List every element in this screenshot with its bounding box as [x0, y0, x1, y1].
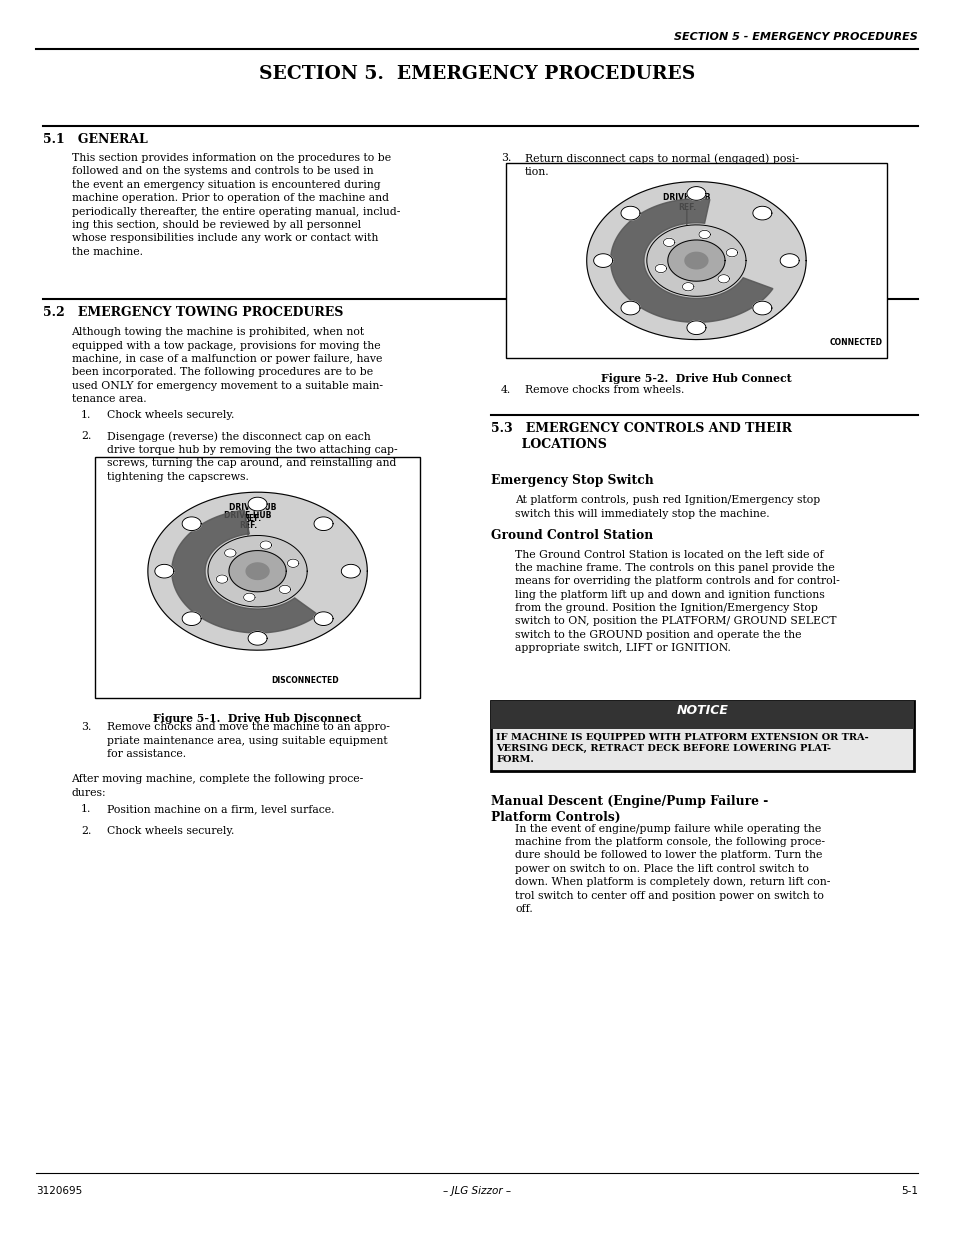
Polygon shape: [620, 301, 639, 315]
Text: DRIVE HUB
REF.: DRIVE HUB REF.: [229, 504, 276, 522]
Text: Chock wheels securely.: Chock wheels securely.: [107, 826, 234, 836]
Text: DRIVE HUB
REF.: DRIVE HUB REF.: [662, 193, 710, 212]
Text: – JLG Sizzor –: – JLG Sizzor –: [442, 1186, 511, 1195]
Text: Remove chocks and move the machine to an appro-
priate maintenance area, using s: Remove chocks and move the machine to an…: [107, 722, 390, 760]
Text: After moving machine, complete the following proce-
dures:: After moving machine, complete the follo…: [71, 774, 363, 798]
Polygon shape: [780, 253, 799, 268]
Text: Position machine on a firm, level surface.: Position machine on a firm, level surfac…: [107, 804, 334, 814]
Polygon shape: [667, 240, 724, 282]
Polygon shape: [182, 611, 201, 626]
Polygon shape: [646, 225, 745, 296]
Polygon shape: [620, 206, 639, 220]
Text: DISCONNECTED: DISCONNECTED: [272, 676, 338, 684]
Text: 2.: 2.: [81, 826, 91, 836]
Text: NOTICE: NOTICE: [676, 704, 728, 718]
Polygon shape: [314, 611, 333, 626]
Polygon shape: [699, 231, 710, 238]
Polygon shape: [586, 182, 805, 340]
Polygon shape: [287, 559, 298, 567]
Text: At platform controls, push red Ignition/Emergency stop
switch this will immediat: At platform controls, push red Ignition/…: [515, 495, 820, 519]
Bar: [95, 457, 419, 698]
Text: Emergency Stop Switch: Emergency Stop Switch: [491, 474, 654, 488]
Polygon shape: [208, 536, 307, 606]
Text: 1.: 1.: [81, 410, 91, 420]
Polygon shape: [229, 551, 286, 592]
Polygon shape: [172, 510, 318, 634]
Text: The Ground Control Station is located on the left side of
the machine frame. The: The Ground Control Station is located on…: [515, 550, 839, 653]
Polygon shape: [681, 283, 693, 290]
Polygon shape: [148, 493, 367, 650]
Polygon shape: [216, 576, 228, 583]
Polygon shape: [243, 593, 254, 601]
Polygon shape: [246, 563, 269, 579]
Text: Manual Descent (Engine/Pump Failure -
Platform Controls): Manual Descent (Engine/Pump Failure - Pl…: [491, 795, 768, 824]
Text: Chock wheels securely.: Chock wheels securely.: [107, 410, 234, 420]
Polygon shape: [248, 631, 267, 645]
Text: Return disconnect caps to normal (engaged) posi-
tion.: Return disconnect caps to normal (engage…: [524, 153, 798, 177]
Polygon shape: [279, 585, 291, 594]
Text: Figure 5-2.  Drive Hub Connect: Figure 5-2. Drive Hub Connect: [600, 373, 791, 384]
Text: Remove chocks from wheels.: Remove chocks from wheels.: [524, 385, 683, 395]
Polygon shape: [314, 516, 333, 531]
Bar: [505, 163, 886, 358]
Polygon shape: [610, 199, 772, 322]
Polygon shape: [154, 564, 173, 578]
Polygon shape: [718, 274, 729, 283]
Text: Figure 5-1.  Drive Hub Disconnect: Figure 5-1. Drive Hub Disconnect: [153, 713, 361, 724]
Text: Ground Control Station: Ground Control Station: [491, 529, 653, 542]
Polygon shape: [341, 564, 360, 578]
Text: In the event of engine/pump failure while operating the
machine from the platfor: In the event of engine/pump failure whil…: [515, 824, 830, 914]
Polygon shape: [182, 516, 201, 531]
Text: 3120695: 3120695: [36, 1186, 82, 1195]
Polygon shape: [655, 264, 666, 273]
Text: This section provides information on the procedures to be
followed and on the sy: This section provides information on the…: [71, 153, 399, 257]
Polygon shape: [260, 541, 272, 550]
Bar: [491, 701, 913, 729]
Polygon shape: [684, 252, 707, 269]
Text: SECTION 5 - EMERGENCY PROCEDURES: SECTION 5 - EMERGENCY PROCEDURES: [673, 32, 917, 42]
Bar: [491, 701, 913, 771]
Text: 5.3   EMERGENCY CONTROLS AND THEIR
       LOCATIONS: 5.3 EMERGENCY CONTROLS AND THEIR LOCATIO…: [491, 422, 792, 451]
Text: 3.: 3.: [500, 153, 511, 163]
Text: 2.: 2.: [81, 431, 91, 441]
Text: 3.: 3.: [81, 722, 91, 732]
Polygon shape: [224, 548, 235, 557]
Polygon shape: [248, 498, 267, 511]
Polygon shape: [686, 321, 705, 335]
Text: SECTION 5.  EMERGENCY PROCEDURES: SECTION 5. EMERGENCY PROCEDURES: [258, 65, 695, 84]
Polygon shape: [662, 238, 674, 247]
Text: 1.: 1.: [81, 804, 91, 814]
Text: CONNECTED: CONNECTED: [828, 338, 882, 347]
Polygon shape: [752, 206, 771, 220]
Text: 5.1   GENERAL: 5.1 GENERAL: [43, 133, 148, 147]
Polygon shape: [752, 301, 771, 315]
Text: IF MACHINE IS EQUIPPED WITH PLATFORM EXTENSION OR TRA-
VERSING DECK, RETRACT DEC: IF MACHINE IS EQUIPPED WITH PLATFORM EXT…: [496, 732, 868, 764]
Text: Disengage (reverse) the disconnect cap on each
drive torque hub by removing the : Disengage (reverse) the disconnect cap o…: [107, 431, 397, 482]
Text: 4.: 4.: [500, 385, 511, 395]
Polygon shape: [593, 253, 612, 268]
Text: Although towing the machine is prohibited, when not
equipped with a tow package,: Although towing the machine is prohibite…: [71, 327, 382, 404]
Text: 5.2   EMERGENCY TOWING PROCEDURES: 5.2 EMERGENCY TOWING PROCEDURES: [43, 306, 343, 320]
Polygon shape: [725, 248, 737, 257]
Text: DRIVE HUB
REF.: DRIVE HUB REF.: [224, 511, 272, 531]
Text: 5-1: 5-1: [900, 1186, 917, 1195]
Polygon shape: [686, 186, 705, 200]
